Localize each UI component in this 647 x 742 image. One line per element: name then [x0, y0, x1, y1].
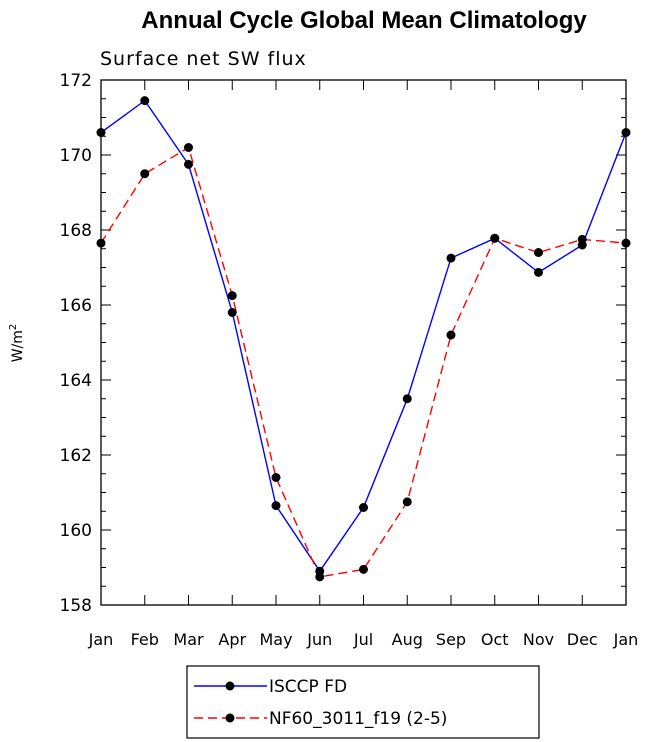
x-tick-label: Sep	[436, 630, 466, 649]
legend-label-1: NF60_3011_f19 (2-5)	[269, 709, 447, 729]
legend-marker-1	[225, 713, 235, 723]
data-point-series-0	[446, 253, 456, 263]
plot-frame	[100, 79, 627, 606]
data-point-series-0	[140, 96, 150, 106]
y-tick-label: 168	[60, 221, 92, 241]
y-axis-label-unit: W/m	[10, 330, 26, 362]
series-points	[96, 96, 631, 582]
data-point-series-1	[184, 143, 193, 152]
x-tick-label: Jun	[306, 630, 332, 649]
x-tick-label: Jan	[613, 630, 639, 649]
data-point-series-1	[446, 330, 456, 340]
x-tick-label: Nov	[523, 630, 554, 649]
data-point-series-1	[315, 572, 325, 582]
y-tick-label: 162	[60, 446, 92, 466]
axis-ticks	[100, 79, 627, 606]
data-point-series-0	[227, 308, 237, 317]
data-point-series-1	[140, 169, 150, 179]
y-axis-label-superscript: 2	[8, 324, 19, 330]
x-tick-label: Oct	[481, 630, 509, 649]
y-tick-label: 158	[60, 596, 92, 616]
y-axis-label: W/m2	[8, 324, 26, 363]
series-line-1	[100, 146, 627, 578]
y-tick-label: 166	[60, 296, 92, 316]
legend-box	[186, 665, 540, 739]
data-point-series-1	[577, 234, 587, 244]
x-tick-label: May	[259, 630, 292, 649]
data-point-series-1	[534, 248, 543, 257]
y-tick-label: 164	[60, 371, 92, 391]
y-tick-label: 160	[60, 521, 92, 541]
x-tick-labels: Jan Feb Mar Apr May Jun Jul Aug Sep Oct Nov Dec Jan	[88, 630, 639, 649]
legend-marker-0	[225, 681, 235, 691]
x-tick-label: Dec	[567, 630, 598, 649]
legend: ISCCP FD NF60_3011_f19 (2-5)	[186, 665, 540, 739]
data-point-series-0	[534, 267, 543, 277]
data-point-series-1	[490, 233, 500, 243]
x-tick-label: Mar	[173, 630, 204, 649]
y-tick-labels: 158 160 162 164 166 168 170 172	[60, 71, 92, 616]
data-point-series-1	[402, 497, 412, 507]
x-tick-label: Feb	[131, 630, 159, 649]
x-tick-label: Aug	[392, 630, 423, 649]
data-point-series-0	[402, 394, 412, 404]
data-point-series-0	[184, 159, 193, 169]
chart-subtitle: Surface net SW flux	[100, 48, 307, 70]
data-point-series-1	[359, 564, 368, 574]
data-point-series-0	[359, 503, 368, 512]
data-point-series-0	[271, 501, 281, 511]
data-point-series-1	[227, 291, 237, 301]
legend-label-0: ISCCP FD	[269, 677, 347, 697]
x-tick-label: Jul	[353, 630, 373, 649]
x-tick-label: Apr	[218, 630, 246, 649]
data-point-series-1	[271, 473, 281, 482]
chart-title: Annual Cycle Global Mean Climatology	[141, 7, 587, 34]
y-tick-label: 170	[60, 146, 92, 166]
y-tick-label: 172	[60, 71, 92, 91]
x-tick-label: Jan	[88, 630, 114, 649]
series-line-0	[100, 99, 627, 573]
